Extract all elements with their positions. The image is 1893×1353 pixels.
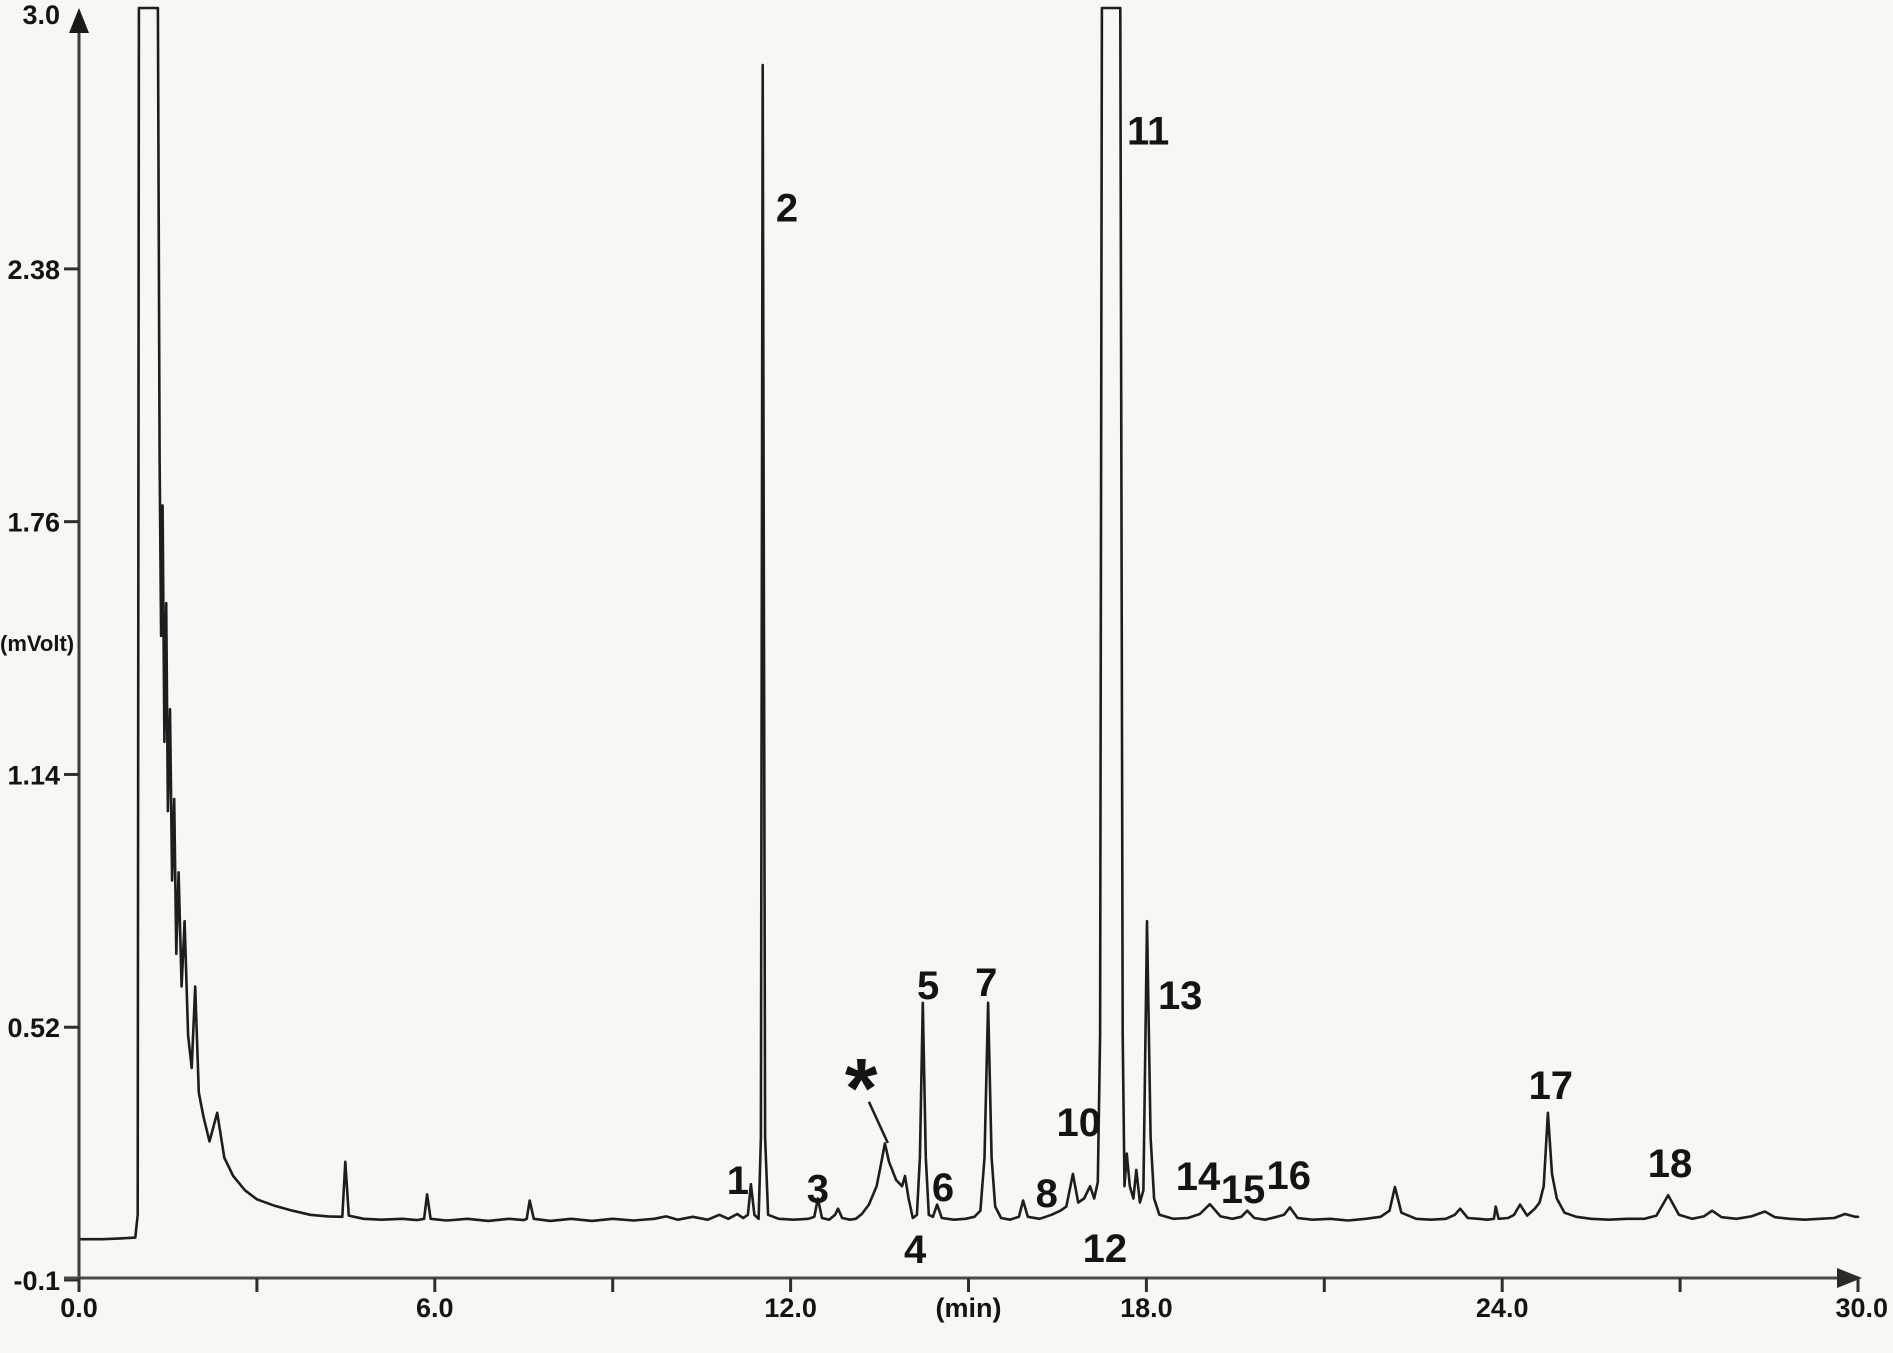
peak-label-17: 17 bbox=[1529, 1064, 1574, 1108]
peak-label-16: 16 bbox=[1266, 1154, 1311, 1198]
peak-label-6: 6 bbox=[932, 1166, 954, 1210]
y-tick-label: -0.1 bbox=[13, 1266, 60, 1296]
x-tick-label: (min) bbox=[936, 1293, 1002, 1323]
peak-label-11: 11 bbox=[1127, 109, 1169, 153]
y-tick-label: 1.14 bbox=[7, 760, 60, 790]
y-tick-label: 2.38 bbox=[7, 255, 60, 285]
peak-label-15: 15 bbox=[1221, 1168, 1266, 1212]
peak-label-10: 10 bbox=[1057, 1101, 1102, 1145]
x-axis-arrow-right-icon bbox=[1837, 1268, 1862, 1288]
y-tick-label: 3.0 bbox=[22, 0, 60, 30]
y-axis-unit-label: (mVolt) bbox=[0, 631, 74, 656]
y-tick-group: 3.0 2.38 1.76 1.14 0.52 -0.1 bbox=[7, 0, 79, 1296]
chromatogram-trace bbox=[77, 6, 1860, 1241]
star-leader-line bbox=[867, 1101, 889, 1144]
x-axis: 0.0 6.0 12.0 (min) 18.0 24.0 30.0 bbox=[60, 1268, 1888, 1323]
y-axis: 3.0 2.38 1.76 1.14 0.52 -0.1 (mVolt) bbox=[0, 0, 89, 1296]
x-tick-label: 18.0 bbox=[1120, 1293, 1173, 1323]
y-axis-arrow-up-icon bbox=[69, 8, 89, 33]
peak-label-4: 4 bbox=[904, 1228, 927, 1272]
peak-label-star: * bbox=[845, 1041, 878, 1135]
x-tick-label: 12.0 bbox=[764, 1293, 817, 1323]
y-tick-label: 1.76 bbox=[7, 508, 60, 538]
peak-label-13: 13 bbox=[1158, 974, 1203, 1018]
peak-label-8: 8 bbox=[1036, 1172, 1058, 1216]
peak-label-5: 5 bbox=[917, 964, 939, 1008]
peak-label-3: 3 bbox=[807, 1167, 829, 1211]
peak-label-14: 14 bbox=[1176, 1155, 1221, 1199]
peak-label-7: 7 bbox=[975, 961, 997, 1005]
annotation-group bbox=[867, 1101, 889, 1144]
x-tick-label: 6.0 bbox=[416, 1293, 454, 1323]
peak-label-18: 18 bbox=[1648, 1142, 1693, 1186]
y-tick-label: 0.52 bbox=[7, 1013, 60, 1043]
x-tick-label: 24.0 bbox=[1476, 1293, 1529, 1323]
trace-group bbox=[77, 6, 1860, 1241]
peak-label-1: 1 bbox=[727, 1159, 749, 1203]
peak-label-12: 12 bbox=[1083, 1227, 1128, 1271]
x-tick-label: 0.0 bbox=[60, 1293, 98, 1323]
peak-label-2: 2 bbox=[776, 187, 798, 231]
x-tick-group: 0.0 6.0 12.0 (min) 18.0 24.0 30.0 bbox=[60, 1278, 1888, 1323]
x-tick-label: 30.0 bbox=[1835, 1293, 1888, 1323]
